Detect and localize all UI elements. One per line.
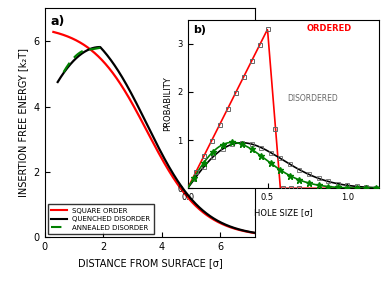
X-axis label: DISTANCE FROM SURFACE [σ]: DISTANCE FROM SURFACE [σ]: [77, 258, 223, 268]
Text: b): b): [194, 25, 206, 35]
Y-axis label: PROBABILITY: PROBABILITY: [163, 77, 172, 131]
X-axis label: HOLE SIZE [σ]: HOLE SIZE [σ]: [254, 208, 313, 217]
Text: ORDERED: ORDERED: [307, 24, 352, 33]
Text: a): a): [51, 15, 65, 28]
Legend: SQUARE ORDER, QUENCHED DISORDER, ANNEALED DISORDER: SQUARE ORDER, QUENCHED DISORDER, ANNEALE…: [48, 204, 154, 234]
Text: DISORDERED: DISORDERED: [287, 94, 338, 103]
Y-axis label: INSERTION FREE ENERGY [k₂T]: INSERTION FREE ENERGY [k₂T]: [18, 48, 28, 198]
